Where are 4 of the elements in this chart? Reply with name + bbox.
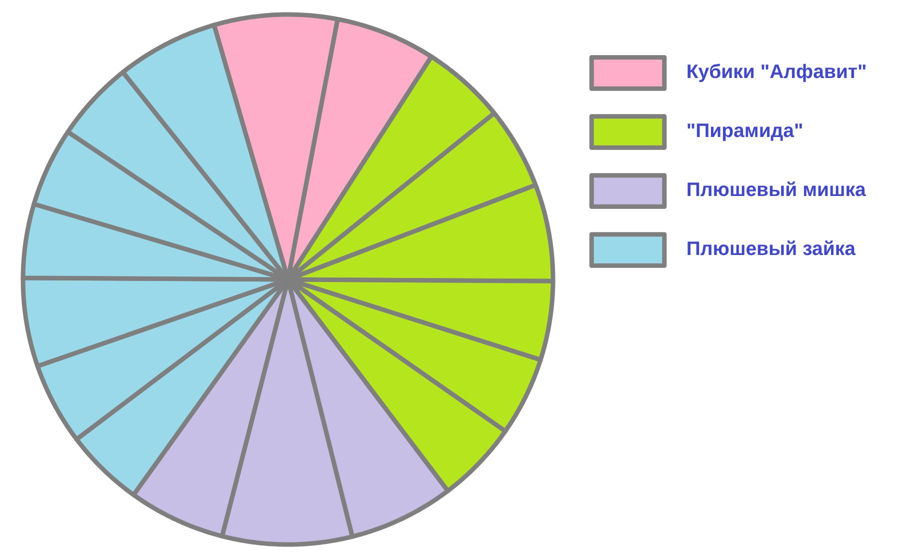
- legend-label: Кубики "Алфавит": [686, 60, 867, 84]
- legend-label: "Пирамида": [686, 120, 804, 143]
- legend-label: Плюшевый мишка: [686, 178, 866, 202]
- legend-label: Плюшевый зайка: [686, 238, 856, 261]
